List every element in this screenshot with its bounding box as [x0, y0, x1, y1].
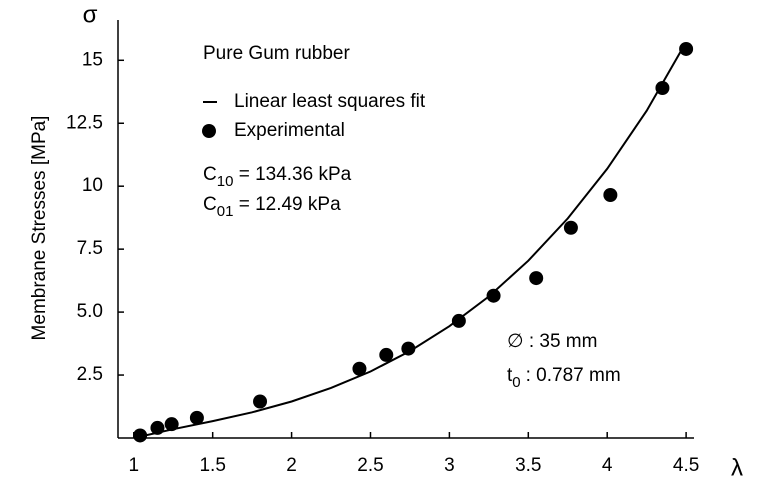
x-symbol: λ: [731, 454, 743, 481]
x-tick-label: 1.5: [199, 455, 225, 476]
x-tick-label: 2: [286, 455, 297, 476]
data-point: [451, 313, 466, 328]
y-symbol: σ: [83, 1, 98, 28]
x-tick-label: 1: [128, 455, 139, 476]
data-point: [655, 80, 670, 95]
annotation: C10 = 134.36 kPa: [203, 164, 352, 190]
data-point: [164, 417, 179, 432]
annotation: Pure Gum rubber: [203, 43, 350, 64]
data-point: [486, 288, 501, 303]
data-point: [679, 41, 694, 56]
data-point: [401, 341, 416, 356]
data-point: [563, 220, 578, 235]
data-point: [603, 188, 618, 203]
x-tick-label: 3: [444, 455, 455, 476]
data-point: [529, 271, 544, 286]
y-axis-label: Membrane Stresses [MPa]: [29, 116, 50, 341]
x-tick-label: 4: [602, 455, 613, 476]
y-tick-label: 15: [82, 49, 103, 70]
legend-label: Experimental: [234, 120, 345, 141]
annotation: ∅ : 35 mm: [507, 331, 597, 352]
y-tick-label: 10: [82, 175, 103, 196]
y-tick-label: 7.5: [77, 238, 103, 259]
annotation: C01 = 12.49 kPa: [203, 194, 341, 220]
legend-marker: [202, 124, 216, 138]
x-tick-label: 4.5: [673, 455, 699, 476]
data-point: [379, 347, 394, 362]
legend-label: Linear least squares fit: [234, 91, 426, 112]
x-tick-label: 3.5: [515, 455, 541, 476]
data-point: [133, 428, 148, 443]
y-tick-label: 5.0: [77, 301, 103, 322]
data-point: [253, 394, 268, 409]
data-point: [150, 420, 165, 435]
y-tick-label: 12.5: [66, 112, 103, 133]
data-point: [189, 410, 204, 425]
x-tick-label: 2.5: [357, 455, 383, 476]
annotation: t0: 0.787 mm: [507, 365, 621, 391]
data-point: [352, 361, 367, 376]
y-tick-label: 2.5: [77, 364, 103, 385]
